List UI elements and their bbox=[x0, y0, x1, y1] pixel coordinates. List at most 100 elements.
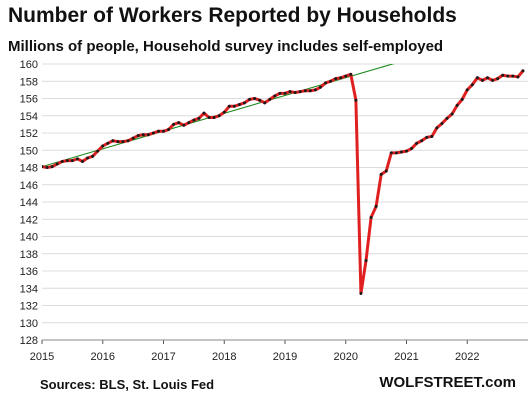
data-point bbox=[192, 118, 196, 122]
data-point bbox=[232, 104, 236, 108]
data-point bbox=[187, 121, 191, 125]
data-point bbox=[243, 101, 246, 105]
data-point bbox=[212, 115, 216, 119]
data-point bbox=[359, 291, 363, 295]
data-point bbox=[460, 97, 464, 101]
data-point bbox=[475, 76, 479, 80]
data-point bbox=[313, 88, 317, 92]
data-point bbox=[435, 126, 439, 130]
y-tick-label: 146 bbox=[20, 180, 38, 192]
data-point bbox=[172, 122, 176, 126]
data-point bbox=[263, 101, 267, 105]
data-point bbox=[45, 166, 49, 169]
data-point bbox=[202, 111, 206, 115]
x-tick-label: 2020 bbox=[334, 351, 358, 363]
y-tick-label: 152 bbox=[20, 128, 38, 140]
y-tick-label: 144 bbox=[20, 197, 38, 209]
data-point bbox=[101, 144, 105, 148]
data-point bbox=[146, 133, 150, 137]
data-point bbox=[253, 97, 257, 100]
workers-series-line bbox=[42, 69, 525, 295]
brand-label: WOLFSTREET.com bbox=[379, 374, 516, 391]
data-point bbox=[516, 75, 520, 79]
data-point bbox=[121, 140, 125, 144]
x-tick-label: 2015 bbox=[30, 351, 54, 363]
y-tick-label: 154 bbox=[20, 111, 38, 123]
y-tick-label: 140 bbox=[20, 232, 38, 244]
data-point bbox=[334, 77, 338, 81]
data-point bbox=[374, 204, 378, 208]
data-point bbox=[465, 88, 469, 92]
data-point bbox=[354, 98, 358, 102]
data-point bbox=[364, 259, 368, 263]
data-point bbox=[81, 159, 84, 163]
data-point bbox=[324, 81, 327, 85]
data-point bbox=[501, 73, 505, 77]
y-tick-label: 128 bbox=[20, 335, 38, 347]
y-tick-label: 160 bbox=[20, 59, 38, 71]
data-point bbox=[415, 141, 419, 145]
data-point bbox=[258, 98, 262, 102]
data-point bbox=[268, 97, 272, 101]
data-point bbox=[136, 134, 140, 138]
data-point bbox=[227, 104, 231, 108]
data-point bbox=[42, 165, 44, 169]
data-point bbox=[486, 76, 489, 80]
data-point bbox=[60, 159, 64, 163]
data-point bbox=[318, 85, 322, 89]
y-tick-label: 138 bbox=[20, 249, 38, 261]
data-point bbox=[389, 151, 393, 155]
data-point bbox=[273, 94, 277, 98]
data-point bbox=[455, 103, 459, 107]
data-point bbox=[237, 103, 241, 107]
data-point bbox=[86, 156, 90, 160]
data-point bbox=[91, 154, 95, 158]
data-point bbox=[207, 115, 211, 119]
data-point bbox=[379, 172, 383, 176]
data-point bbox=[480, 78, 484, 82]
data-point bbox=[298, 90, 302, 94]
y-tick-label: 136 bbox=[20, 266, 38, 278]
data-point bbox=[141, 133, 145, 137]
data-point bbox=[156, 129, 160, 133]
data-point bbox=[491, 78, 495, 82]
trend-line bbox=[42, 64, 395, 168]
data-point bbox=[197, 116, 201, 120]
data-point bbox=[308, 89, 312, 93]
y-tick-label: 150 bbox=[20, 145, 38, 157]
x-tick-label: 2018 bbox=[212, 351, 236, 363]
x-tick-label: 2016 bbox=[91, 351, 115, 363]
data-point bbox=[440, 122, 444, 126]
y-tick-label: 148 bbox=[20, 163, 38, 175]
y-tick-label: 132 bbox=[20, 301, 38, 313]
data-point bbox=[162, 129, 165, 133]
data-point bbox=[293, 90, 297, 94]
chart-subtitle: Millions of people, Household survey inc… bbox=[8, 38, 444, 55]
data-point bbox=[369, 216, 373, 220]
data-point bbox=[278, 91, 282, 95]
data-point bbox=[425, 135, 429, 139]
data-point bbox=[111, 139, 115, 143]
data-point bbox=[65, 159, 69, 163]
data-point bbox=[116, 140, 120, 144]
y-tick-labels: 128 130 132 134 136 138 140 142 144 146 148 150 152 1… bbox=[20, 59, 38, 347]
data-point bbox=[339, 76, 343, 80]
data-point bbox=[283, 91, 287, 95]
grid-lines bbox=[42, 63, 528, 341]
data-point bbox=[399, 150, 403, 154]
data-point bbox=[445, 116, 449, 120]
data-point bbox=[394, 151, 398, 155]
data-point bbox=[450, 112, 454, 116]
data-point bbox=[405, 149, 408, 153]
data-point bbox=[410, 147, 414, 151]
y-tick-label: 134 bbox=[20, 283, 38, 295]
data-point bbox=[177, 121, 181, 125]
data-point bbox=[96, 149, 100, 153]
data-point bbox=[55, 162, 59, 166]
data-point bbox=[131, 136, 135, 140]
data-point bbox=[167, 128, 171, 132]
data-point bbox=[430, 134, 434, 138]
y-tick-label: 130 bbox=[20, 318, 38, 330]
y-tick-label: 158 bbox=[20, 76, 38, 88]
data-point bbox=[70, 159, 74, 163]
